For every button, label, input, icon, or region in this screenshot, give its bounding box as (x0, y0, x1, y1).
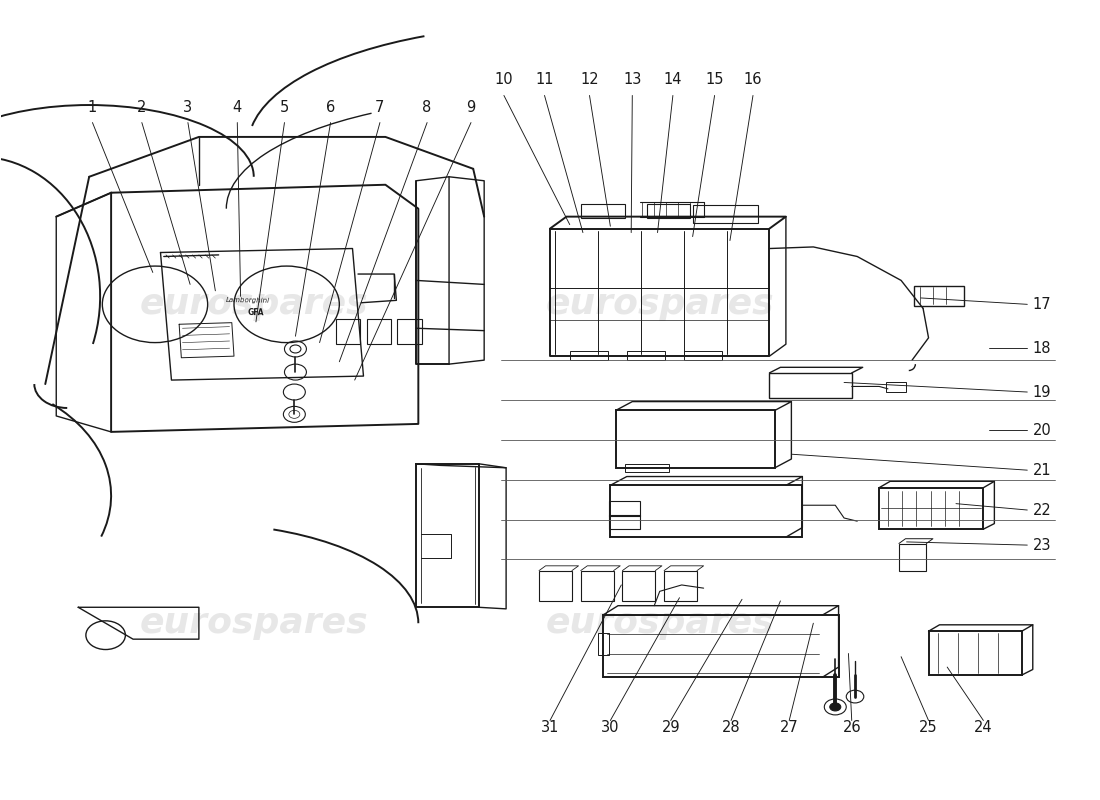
Text: 14: 14 (663, 73, 682, 87)
Bar (684, 350, 723, 360)
Text: 4: 4 (233, 99, 242, 114)
Bar (336, 318, 360, 344)
Bar (397, 318, 421, 344)
Bar (598, 633, 609, 655)
Text: 22: 22 (1033, 502, 1052, 518)
Bar (769, 373, 851, 398)
Bar (627, 350, 666, 360)
Text: 16: 16 (744, 73, 762, 87)
Bar (366, 318, 390, 344)
Bar (570, 350, 608, 360)
Text: 1: 1 (88, 99, 97, 114)
Bar (539, 570, 572, 601)
Bar (879, 488, 983, 529)
Bar (609, 515, 640, 529)
Text: 19: 19 (1033, 385, 1052, 399)
Text: 26: 26 (843, 721, 861, 735)
Text: 7: 7 (375, 99, 385, 114)
Text: 28: 28 (722, 721, 740, 735)
Text: 31: 31 (541, 721, 559, 735)
Text: 18: 18 (1033, 341, 1052, 356)
Bar (914, 286, 964, 306)
Text: 3: 3 (184, 99, 192, 114)
Text: Lamborghini: Lamborghini (227, 297, 271, 304)
Text: 21: 21 (1033, 462, 1052, 478)
Text: 5: 5 (279, 99, 289, 114)
Text: 6: 6 (326, 99, 336, 114)
Bar (610, 486, 802, 537)
Text: 13: 13 (623, 73, 641, 87)
Bar (928, 631, 1022, 675)
Bar (581, 570, 614, 601)
Text: 10: 10 (495, 73, 514, 87)
Text: eurospares: eurospares (140, 287, 368, 322)
Text: 9: 9 (466, 99, 475, 114)
Text: 29: 29 (661, 721, 680, 735)
Bar (623, 570, 656, 601)
Bar (899, 543, 926, 571)
Text: eurospares: eurospares (140, 606, 368, 640)
Text: 20: 20 (1033, 422, 1052, 438)
Bar (603, 615, 838, 678)
Text: 24: 24 (975, 721, 992, 735)
Bar (693, 206, 759, 223)
Text: 11: 11 (536, 73, 553, 87)
Text: 23: 23 (1033, 538, 1052, 553)
Bar (664, 570, 697, 601)
Text: 8: 8 (422, 99, 431, 114)
Text: 25: 25 (920, 721, 938, 735)
Bar (625, 464, 669, 472)
Text: 17: 17 (1033, 297, 1052, 312)
Text: GFA: GFA (248, 308, 264, 317)
Text: 15: 15 (705, 73, 724, 87)
Text: 30: 30 (601, 721, 619, 735)
Text: 2: 2 (138, 99, 146, 114)
Bar (616, 410, 774, 468)
Bar (886, 382, 905, 392)
Text: 27: 27 (780, 721, 799, 735)
Bar (581, 204, 625, 218)
Text: 12: 12 (580, 73, 598, 87)
Circle shape (829, 703, 840, 711)
Text: eurospares: eurospares (546, 287, 774, 322)
Bar (609, 502, 640, 515)
Text: eurospares: eurospares (546, 606, 774, 640)
Bar (647, 204, 691, 218)
